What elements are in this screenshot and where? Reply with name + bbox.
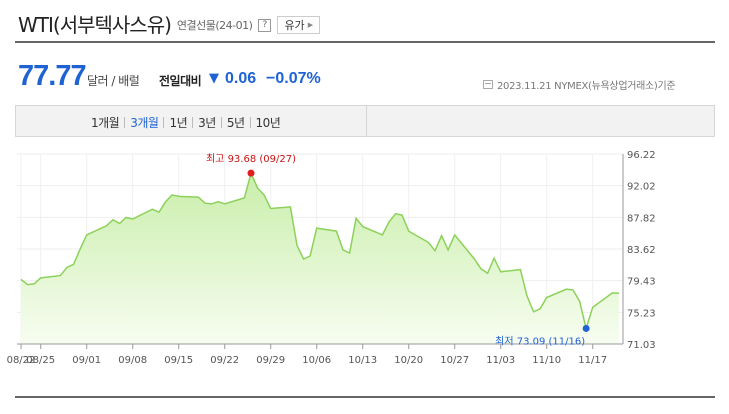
x-tick-label: 11/10 <box>532 355 561 366</box>
tab-separator <box>192 117 194 128</box>
tab-separator <box>220 117 222 128</box>
change-label: 전일대비 <box>159 74 202 88</box>
x-tick-label: 10/06 <box>302 355 331 366</box>
x-tick-label: 11/17 <box>578 355 607 366</box>
low-point-marker <box>582 324 590 332</box>
tab-period-4[interactable]: 5년 <box>226 116 245 130</box>
tab-separator <box>163 117 165 128</box>
tab-bar-divider <box>366 106 367 136</box>
price-unit: 달러 / 배럴 <box>87 74 140 88</box>
down-arrow-icon: ▼ <box>209 71 219 86</box>
reference-info: 2023.11.21 NYMEX(뉴욕상업거래소)기준 <box>483 77 676 92</box>
x-tick-label: 10/27 <box>440 355 469 366</box>
period-tabs: 1개월 3개월 1년 3년 5년 10년 <box>86 114 285 131</box>
x-tick-label: 08/22 <box>7 355 36 366</box>
commodity-dropdown-button[interactable]: 유가 ▶ <box>277 16 321 34</box>
quote-row: 77.77 달러 / 배럴 전일대비 ▼ 0.06 −0.07% 2023.11… <box>18 60 718 98</box>
high-point-label: 최고 93.68 (09/27) <box>206 153 296 165</box>
tab-period-3[interactable]: 3년 <box>198 116 216 130</box>
change-value: 0.06 <box>225 70 257 87</box>
x-tick-label: 08/25 <box>26 355 55 366</box>
tab-period-0[interactable]: 1개월 <box>91 116 120 130</box>
x-tick-label: 09/29 <box>256 355 285 366</box>
price-area-fill <box>21 173 619 344</box>
y-tick-label: 92.02 <box>627 182 656 193</box>
x-tick-label: 10/20 <box>394 355 423 366</box>
bottom-divider <box>15 396 715 398</box>
chevron-right-icon: ▶ <box>307 21 314 29</box>
question-icon[interactable]: ? <box>258 18 272 32</box>
tab-period-1[interactable]: 3개월 <box>130 116 159 130</box>
y-tick-label: 83.62 <box>627 245 656 256</box>
x-tick-label: 09/15 <box>164 355 193 366</box>
high-point-marker <box>247 169 255 177</box>
y-tick-label: 71.03 <box>627 340 656 351</box>
tab-period-2[interactable]: 1년 <box>169 116 188 130</box>
price-chart: 96.22 92.02 87.82 83.62 79.43 75.23 71.03 08/22… <box>7 150 656 366</box>
calendar-icon <box>483 80 493 89</box>
current-price: 77.77 <box>18 60 87 92</box>
commodity-dropdown-label: 유가 <box>284 19 305 32</box>
y-tick-label: 79.43 <box>627 277 656 288</box>
title-row: WTI(서부텍사스유) 연결선물(24-01) ? 유가 ▶ <box>18 8 321 38</box>
x-tick-label: 09/22 <box>210 355 239 366</box>
price-series-line <box>20 170 620 332</box>
x-tick-label: 11/03 <box>486 355 515 366</box>
instrument-title: WTI(서부텍사스유) <box>18 12 172 37</box>
contract-subtitle: 연결선물(24-01) <box>176 19 253 32</box>
x-tick-label: 09/08 <box>118 355 147 366</box>
top-divider <box>15 41 715 43</box>
y-tick-label: 75.23 <box>627 308 656 319</box>
low-point-label: 최저 73.09 (11/16) <box>495 335 585 347</box>
x-tick-label: 10/13 <box>348 355 377 366</box>
period-tab-bar: 1개월 3개월 1년 3년 5년 10년 <box>15 105 715 137</box>
reference-text: 2023.11.21 NYMEX(뉴욕상업거래소)기준 <box>497 81 676 92</box>
y-tick-label: 87.82 <box>627 213 656 224</box>
tab-separator <box>124 117 126 128</box>
x-tick-label: 09/01 <box>72 355 101 366</box>
tab-period-5[interactable]: 10년 <box>255 116 281 130</box>
change-percent: −0.07% <box>266 70 321 87</box>
y-tick-label: 96.22 <box>627 150 656 161</box>
tab-separator <box>249 117 251 128</box>
